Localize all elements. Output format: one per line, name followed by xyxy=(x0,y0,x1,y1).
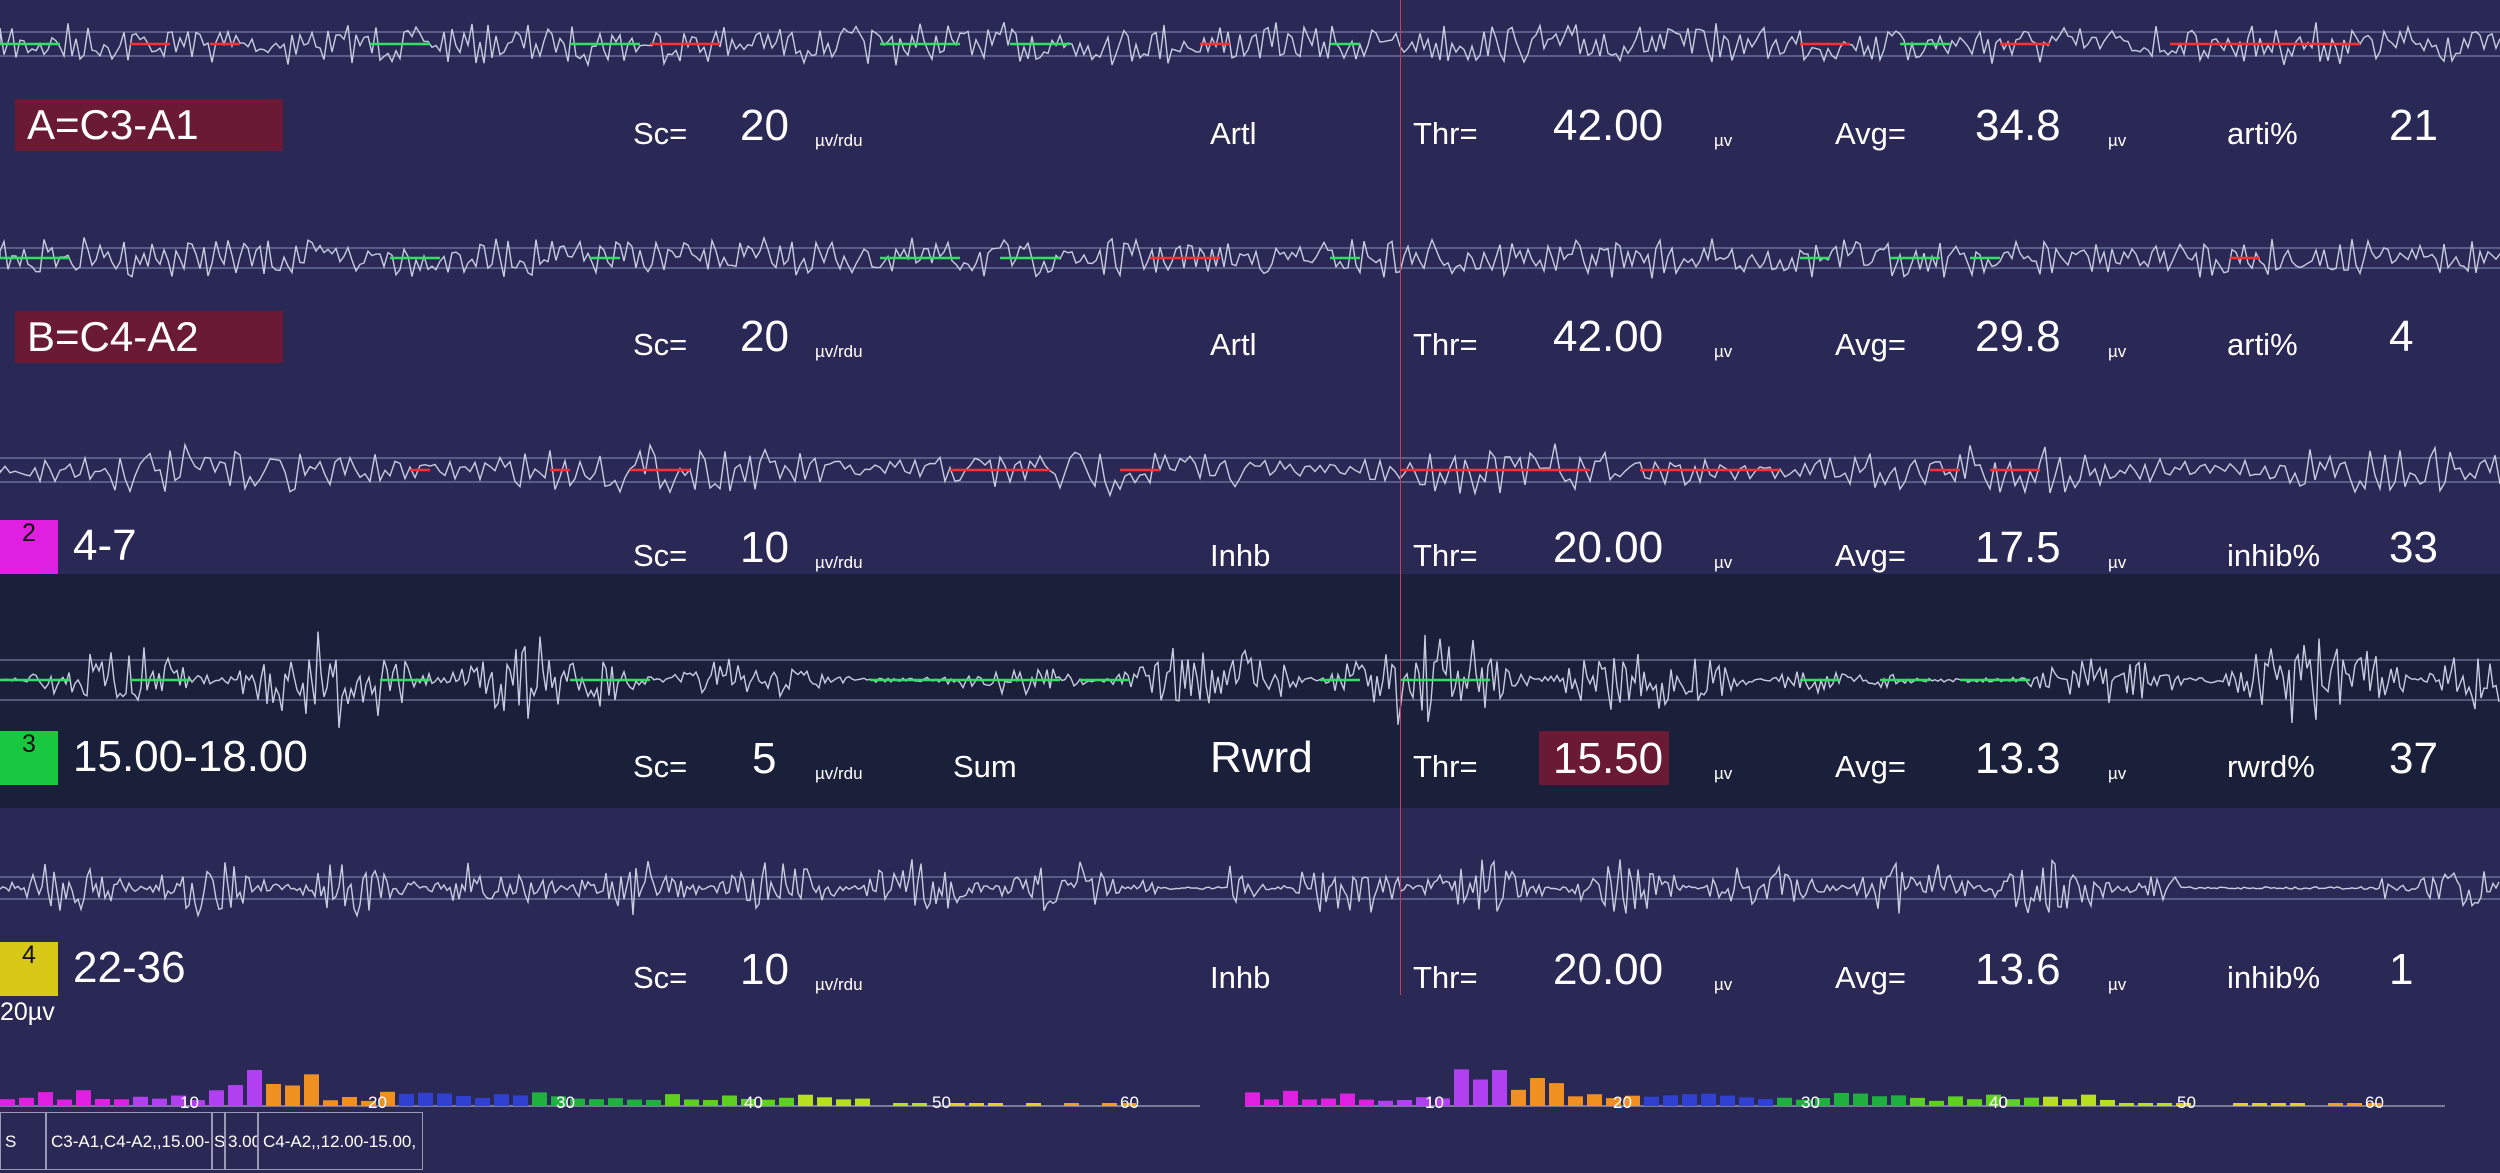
spectrum-tick-label: 20 xyxy=(1613,1093,1632,1112)
spectrum-tick-label: 60 xyxy=(2365,1093,2384,1112)
time-cursor[interactable] xyxy=(1400,0,1401,995)
scale-value[interactable]: 10 xyxy=(740,945,789,994)
scale-label: Sc= xyxy=(633,327,688,362)
average-value: 34.8 xyxy=(1975,101,2061,150)
average-label: Avg= xyxy=(1835,116,1906,151)
threshold-unit: µv xyxy=(1714,131,1733,150)
average-label: Avg= xyxy=(1835,538,1906,573)
spectrum-tick-label: 50 xyxy=(932,1093,951,1112)
threshold-label: Thr= xyxy=(1413,960,1478,995)
scale-unit: µv/rdu xyxy=(815,764,863,783)
threshold-label: Thr= xyxy=(1413,538,1478,573)
threshold-unit: µv xyxy=(1714,975,1733,994)
percent-value: 21 xyxy=(2389,101,2438,150)
scale-label: Sc= xyxy=(633,960,688,995)
spectrum-tick-label: 20 xyxy=(368,1093,387,1112)
threshold-value[interactable]: 42.00 xyxy=(1553,312,1664,361)
reward-channel-band xyxy=(0,574,2500,808)
average-value: 13.3 xyxy=(1975,734,2061,783)
average-unit: µv xyxy=(2108,342,2127,361)
eeg-trace-c4-a2 xyxy=(0,235,2500,279)
scale-label: Sc= xyxy=(633,749,688,784)
average-value: 29.8 xyxy=(1975,312,2061,361)
percent-label: arti% xyxy=(2227,327,2298,362)
status-cell[interactable]: 3.00 xyxy=(225,1112,258,1170)
threshold-label: Thr= xyxy=(1413,116,1478,151)
channel-3-range[interactable]: 15.00-18.00 xyxy=(73,732,308,781)
mode-label: Inhb xyxy=(1210,960,1271,995)
eeg-trace-band-2 xyxy=(0,442,2500,498)
mode-label: Rwrd xyxy=(1210,733,1313,782)
threshold-unit: µv xyxy=(1714,553,1733,572)
sum-label: Sum xyxy=(953,749,1017,784)
percent-value: 4 xyxy=(2389,312,2414,361)
threshold-highlight xyxy=(1539,731,1669,785)
average-unit: µv xyxy=(2108,553,2127,572)
spectrum-tick-label: 50 xyxy=(2177,1093,2196,1112)
scale-unit: µv/rdu xyxy=(815,131,863,150)
percent-value: 33 xyxy=(2389,523,2438,572)
status-cell[interactable]: S xyxy=(212,1112,225,1170)
threshold-value[interactable]: 15.50 xyxy=(1553,734,1664,783)
threshold-label: Thr= xyxy=(1413,749,1478,784)
channel-4-range[interactable]: 22-36 xyxy=(73,943,186,992)
spectrum-tick-label: 10 xyxy=(180,1093,199,1112)
channel-3-badge[interactable]: 3 xyxy=(0,731,58,785)
status-cell[interactable]: S xyxy=(0,1112,46,1170)
channel-4-badge[interactable]: 4 xyxy=(0,942,58,996)
spectrum-tick-label: 40 xyxy=(744,1093,763,1112)
spectrum-tick-label: 30 xyxy=(1801,1093,1820,1112)
scale-value[interactable]: 20 xyxy=(740,101,789,150)
average-label: Avg= xyxy=(1835,960,1906,995)
percent-label: arti% xyxy=(2227,116,2298,151)
percent-label: inhib% xyxy=(2227,960,2321,995)
status-cell[interactable]: C3-A1,C4-A2,,15.00- xyxy=(46,1112,212,1170)
amplitude-scale-marker: 20µv xyxy=(0,998,55,1026)
status-bar: S C3-A1,C4-A2,,15.00- S 3.00 C4-A2,,12.0… xyxy=(0,1112,2500,1170)
mode-label: Inhb xyxy=(1210,538,1271,573)
threshold-label: Thr= xyxy=(1413,327,1478,362)
channel-2-range[interactable]: 4-7 xyxy=(73,521,137,570)
status-cell[interactable]: C4-A2,,12.00-15.00, xyxy=(258,1112,423,1170)
eeg-trace-band-3 xyxy=(0,631,2500,728)
frequency-spectrum: 10 20 30 40 50 60 10 20 30 40 50 60 xyxy=(0,1069,2445,1112)
mode-label: Artl xyxy=(1210,116,1257,151)
scale-unit: µv/rdu xyxy=(815,342,863,361)
average-value: 13.6 xyxy=(1975,945,2061,994)
percent-value: 37 xyxy=(2389,734,2438,783)
average-unit: µv xyxy=(2108,975,2127,994)
percent-value: 1 xyxy=(2389,945,2414,994)
average-unit: µv xyxy=(2108,764,2127,783)
spectrum-tick-label: 10 xyxy=(1425,1093,1444,1112)
average-label: Avg= xyxy=(1835,327,1906,362)
scale-label: Sc= xyxy=(633,116,688,151)
channel-b-label[interactable]: B=C4-A2 xyxy=(15,311,283,363)
eeg-trace-c3-a1 xyxy=(0,22,2500,68)
mode-label: Artl xyxy=(1210,327,1257,362)
threshold-unit: µv xyxy=(1714,764,1733,783)
average-label: Avg= xyxy=(1835,749,1906,784)
scale-value[interactable]: 20 xyxy=(740,312,789,361)
spectrum-tick-label: 40 xyxy=(1989,1093,2008,1112)
channel-a-label[interactable]: A=C3-A1 xyxy=(15,99,283,151)
eeg-trace-band-4 xyxy=(0,858,2500,918)
scale-unit: µv/rdu xyxy=(815,553,863,572)
average-unit: µv xyxy=(2108,131,2127,150)
scale-value[interactable]: 10 xyxy=(740,523,789,572)
threshold-value[interactable]: 20.00 xyxy=(1553,945,1664,994)
threshold-value[interactable]: 20.00 xyxy=(1553,523,1664,572)
spectrum-tick-label: 60 xyxy=(1120,1093,1139,1112)
channel-2-badge[interactable]: 2 xyxy=(0,520,58,574)
spectrum-tick-label: 30 xyxy=(556,1093,575,1112)
average-value: 17.5 xyxy=(1975,523,2061,572)
threshold-value[interactable]: 42.00 xyxy=(1553,101,1664,150)
threshold-unit: µv xyxy=(1714,342,1733,361)
scale-unit: µv/rdu xyxy=(815,975,863,994)
percent-label: rwrd% xyxy=(2227,749,2315,784)
percent-label: inhib% xyxy=(2227,538,2321,573)
scale-value[interactable]: 5 xyxy=(752,734,777,783)
scale-label: Sc= xyxy=(633,538,688,573)
